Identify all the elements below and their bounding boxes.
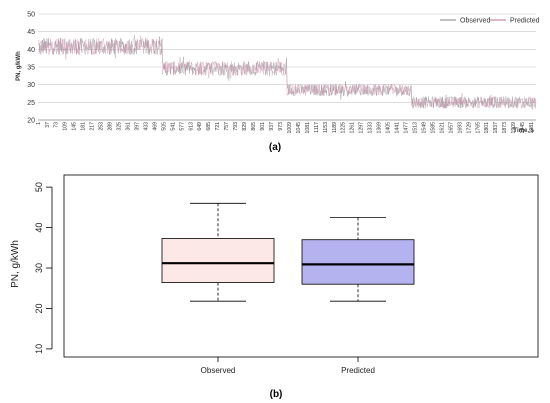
a-x-tick-label: 1405 (386, 122, 392, 134)
b-x-tick-labels: Observed Predicted (201, 357, 375, 375)
a-x-tick-label: 1297 (359, 122, 365, 134)
b-iqr-box (301, 239, 415, 285)
a-x-tick-label: 505 (161, 122, 167, 131)
b-x-tick-label: Predicted (341, 366, 375, 375)
a-x-tick-label: 217 (90, 122, 96, 131)
a-y-axis-label: PN, g/kWh (16, 51, 22, 81)
a-x-tick-label: 1081 (305, 122, 311, 134)
a-x-tick-label: 1513 (412, 122, 418, 134)
a-x-tick-label: 1441 (395, 122, 401, 134)
a-x-tick-label: 577 (179, 122, 185, 131)
a-x-tick-label: 1045 (296, 122, 302, 134)
a-x-tick-label: 397 (134, 122, 140, 131)
a-x-tick-label: 1837 (493, 122, 499, 134)
b-y-axis: 10 20 30 40 50 (34, 182, 53, 354)
a-x-tick-label: 1009 (287, 122, 293, 134)
a-x-tick-label: 721 (215, 122, 221, 131)
a-x-tick-label: 109 (63, 122, 69, 131)
a-legend-label: Observed (460, 18, 490, 25)
a-x-tick-label: 1873 (502, 122, 508, 134)
a-series-predicted-line (37, 35, 536, 110)
a-x-tick-label: 73 (54, 122, 60, 128)
a-y-tick-label: 25 (27, 100, 35, 107)
a-x-tick-label: 1333 (368, 122, 374, 134)
b-y-tick-label: 10 (34, 344, 44, 354)
a-y-tick-label: 30 (27, 82, 35, 89)
a-x-tick-label: 541 (170, 122, 176, 131)
b-panel-label: (b) (270, 389, 283, 400)
a-x-tick-label: 289 (108, 122, 114, 131)
b-y-tick-label: 20 (34, 303, 44, 313)
a-x-tick-label: 1981 (529, 122, 535, 134)
a-x-tick-label: 1153 (323, 122, 329, 133)
a-series-lines (37, 35, 536, 110)
b-x-tick-label: Observed (201, 366, 236, 375)
a-x-tick-label: 1261 (350, 122, 356, 134)
a-x-tick-label: 325 (117, 122, 123, 131)
a-x-axis-label: Time, s (513, 128, 534, 134)
b-box-observed (161, 202, 275, 302)
a-panel-label: (a) (269, 142, 281, 153)
a-x-tick-label: 253 (99, 122, 105, 131)
box-plot-panel: 10 20 30 40 50 Observed Predicted PN, g/kWh (… (10, 174, 539, 400)
a-x-tick-label: 685 (206, 122, 212, 131)
b-plot-frame (63, 174, 539, 358)
a-legend-label: Predicted (510, 18, 540, 25)
a-y-tick-label: 35 (27, 65, 35, 72)
b-y-axis-label: PN, g/kWh (10, 240, 21, 288)
a-y-tick-label: 50 (27, 12, 35, 19)
a-x-tick-label: 649 (197, 122, 203, 131)
a-x-tick-label: 1477 (404, 122, 410, 134)
b-y-tick-label: 50 (34, 182, 44, 192)
b-y-tick-label: 30 (34, 263, 44, 273)
line-chart-panel: 20 25 30 35 40 45 50 1 37 73 109 145 181 217 253 289 32… (0, 0, 550, 153)
a-x-tick-label: 433 (143, 122, 149, 131)
a-x-tick-labels: 1 37 73 109 145 181 217 253 289 325 361 397 433 469 50… (36, 122, 535, 134)
a-x-tick-label: 1945 (520, 122, 526, 134)
a-x-tick-label: 181 (81, 122, 87, 131)
a-x-tick-label: 1765 (475, 122, 481, 134)
a-x-tick-label: 865 (251, 122, 257, 131)
a-x-tick-label: 973 (278, 122, 284, 131)
b-box-predicted (301, 217, 415, 302)
a-x-tick-label: 1549 (421, 122, 427, 134)
a-x-tick-label: 613 (188, 122, 194, 131)
a-x-tick-label: 1117 (314, 122, 320, 133)
a-y-tick-label: 20 (27, 118, 35, 125)
b-y-tick-label: 40 (34, 223, 44, 233)
b-boxes (161, 202, 415, 302)
a-x-tick-label: 1189 (332, 122, 338, 133)
a-x-tick-label: 37 (45, 122, 51, 128)
a-x-tick-label: 1801 (484, 122, 490, 134)
a-legend: Observed Predicted (440, 18, 540, 25)
a-x-tick-label: 361 (125, 122, 131, 131)
a-y-tick-label: 40 (27, 47, 35, 54)
a-y-tick-labels: 20 25 30 35 40 45 50 (27, 12, 35, 125)
a-x-tick-label: 1369 (377, 122, 383, 134)
a-x-tick-label: 145 (72, 122, 78, 131)
a-y-tick-label: 45 (27, 29, 35, 36)
a-x-tick-label: 901 (260, 122, 266, 131)
a-x-tick-label: 793 (233, 122, 239, 131)
a-x-tick-label: 469 (152, 122, 158, 131)
a-x-tick-label: 937 (269, 122, 275, 131)
a-x-tick-label: 1 (36, 122, 42, 125)
a-x-tick-label: 1621 (439, 122, 445, 134)
b-iqr-box (161, 238, 275, 283)
a-x-tick-label: 1693 (457, 122, 463, 134)
a-x-tick-label: 1657 (448, 122, 454, 134)
a-x-tick-label: 1909 (511, 122, 517, 134)
a-x-tick-label: 757 (224, 122, 230, 131)
a-x-tick-label: 1225 (341, 122, 347, 134)
a-x-tick-label: 1585 (430, 122, 436, 134)
a-x-tick-label: 1729 (466, 122, 472, 134)
a-x-tick-label: 829 (242, 122, 248, 131)
